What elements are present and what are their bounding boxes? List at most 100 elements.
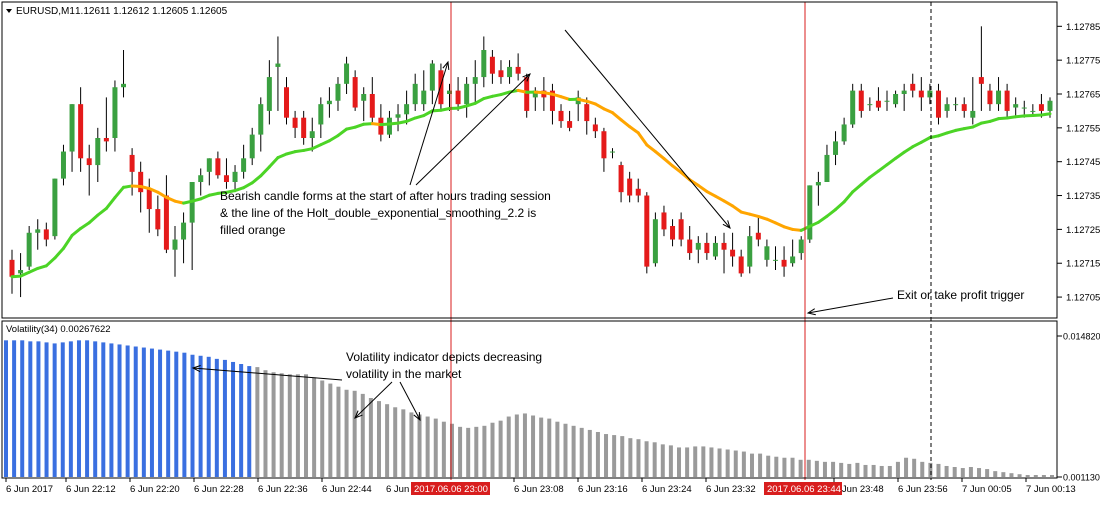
time-tick-label: 6 Jun 22:36 (258, 484, 308, 495)
time-tick-label: 7 Jun 00:13 (1026, 484, 1076, 495)
volatility-bar (280, 373, 284, 477)
candle-body (756, 233, 761, 240)
volatility-bar (677, 447, 681, 477)
volatility-bar (150, 349, 154, 477)
volatility-bar (207, 357, 211, 477)
volatility-bar (158, 350, 162, 477)
volatility-bar (953, 467, 957, 477)
candle-body (782, 260, 787, 267)
volatility-bar (1018, 474, 1022, 477)
price-tick-label: 1.12755 (1066, 123, 1100, 134)
marker-label-2: 2017.06.06 23:44 (767, 484, 841, 495)
volatility-bar (45, 342, 49, 477)
volatility-bar (190, 355, 194, 477)
time-tick-label: 6 Jun 22:20 (130, 484, 180, 495)
volatility-bar (555, 422, 559, 477)
price-tick-label: 1.12775 (1066, 56, 1100, 67)
candle-body (112, 87, 117, 138)
volatility-bar (118, 344, 122, 477)
candle-body (507, 67, 512, 77)
volatility-bar (174, 352, 178, 477)
candle-body (747, 236, 752, 266)
annotation-line-2: & the line of the Holt_double_exponentia… (220, 206, 536, 220)
volatility-bar (636, 439, 640, 477)
candle-body (824, 155, 829, 182)
candle-body (516, 67, 521, 74)
candle-body (653, 219, 658, 263)
candle-body (970, 111, 975, 118)
candle-body (130, 155, 135, 172)
volatility-bar (855, 463, 859, 477)
candle-body (250, 135, 255, 159)
time-tick-label-partial: 6 Jun (386, 484, 409, 495)
volatility-bar (936, 464, 940, 477)
volatility-bar (709, 447, 713, 477)
candle-body (275, 64, 280, 67)
volatility-bar (961, 468, 965, 477)
candle-body (764, 246, 769, 260)
candle-body (413, 84, 418, 104)
candle-body (610, 152, 615, 153)
volatility-bar (993, 471, 997, 477)
candle-body (979, 77, 984, 84)
candle-body (850, 91, 855, 125)
candle-body (816, 182, 821, 185)
volatility-bar (126, 345, 130, 477)
volatility-bar (507, 417, 511, 477)
candle-body (121, 84, 126, 87)
candle-body (310, 131, 315, 138)
volatility-bar (1034, 475, 1038, 477)
candle-body (867, 104, 872, 105)
price-tick-label: 1.12785 (1066, 22, 1100, 33)
time-tick-label: 6 Jun 23:08 (514, 484, 564, 495)
volatility-bar (474, 427, 478, 477)
candle-body (10, 260, 15, 277)
candle-body (584, 104, 589, 121)
volatility-bar (726, 450, 730, 477)
volatility-bar (434, 419, 438, 477)
volatility-bar (142, 348, 146, 477)
exit-trigger-annotation: Exit or take profit trigger (897, 288, 1024, 302)
candle-body (473, 77, 478, 84)
volatility-bar (491, 423, 495, 477)
candle-body (987, 91, 992, 105)
candle-body (44, 229, 49, 239)
volatility-bar (563, 424, 567, 477)
volatility-bar (669, 445, 673, 477)
volatility-bar (426, 417, 430, 477)
candle-body (1039, 104, 1044, 111)
volatility-bar (345, 390, 349, 477)
time-tick-label: 6 Jun 23:16 (578, 484, 628, 495)
volatility-bar (839, 463, 843, 477)
volatility-bar (336, 387, 340, 477)
marker-label-1: 2017.06.06 23:00 (414, 484, 488, 495)
volatility-bar (353, 391, 357, 477)
volatility-bar (701, 446, 705, 477)
candle-body (87, 158, 92, 165)
volatility-bar (815, 461, 819, 477)
candle-body (404, 104, 409, 114)
volatility-bar (328, 384, 332, 477)
candle-body (842, 124, 847, 141)
candle-body (421, 91, 426, 105)
candle-body (267, 77, 272, 111)
volatility-bar (1050, 475, 1054, 477)
holt-smoothing-segment (1041, 114, 1050, 115)
candle-body (722, 243, 727, 250)
volatility-annotation-line-1: Volatility indicator depicts decreasing (346, 350, 542, 364)
candle-body (661, 212, 666, 229)
candle-body (481, 50, 486, 77)
volatility-bar (515, 414, 519, 477)
volatility-bar (612, 435, 616, 477)
candle-body (1022, 108, 1027, 109)
volatility-bar (920, 462, 924, 477)
candle-body (241, 158, 246, 172)
candle-body (1005, 91, 1010, 111)
volatility-bar (912, 459, 916, 477)
candle-body (104, 138, 109, 141)
candle-body (730, 250, 735, 257)
volatility-bar (369, 398, 373, 477)
volatility-bar (864, 465, 868, 477)
candle-body (704, 243, 709, 253)
candle-body (61, 152, 66, 179)
